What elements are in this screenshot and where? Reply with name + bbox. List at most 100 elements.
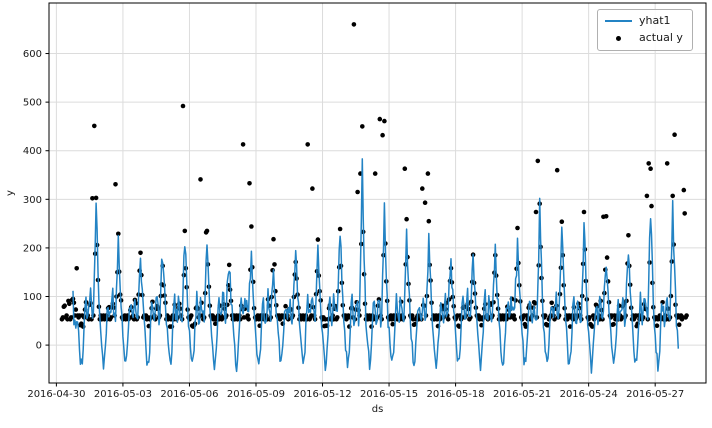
actual-y-point: [626, 233, 631, 238]
actual-y-point: [271, 236, 276, 242]
actual-y-point: [240, 142, 246, 147]
actual-y-point: [654, 323, 660, 329]
actual-y-point: [604, 255, 610, 260]
actual-y-point: [535, 158, 541, 164]
actual-y-point: [337, 226, 343, 232]
actual-y-point: [360, 124, 365, 129]
actual-y-point: [664, 161, 670, 166]
x-tick-label: 2016-05-15: [360, 389, 418, 400]
legend-swatch: [605, 20, 632, 22]
x-axis-label: ds: [372, 404, 384, 415]
y-tick-label: 200: [23, 243, 42, 254]
actual-y-point: [182, 228, 188, 234]
y-tick-label: 100: [23, 292, 42, 303]
actual-y-point: [559, 219, 565, 224]
actual-y-point: [283, 303, 288, 309]
actual-y-point: [310, 186, 315, 191]
x-tick-label: 2016-05-24: [560, 389, 618, 400]
x-tick-label: 2016-05-12: [293, 389, 351, 400]
actual-y-point: [90, 196, 95, 201]
actual-y-point: [587, 315, 592, 320]
actual-y-point: [611, 321, 616, 327]
actual-y-point: [648, 166, 653, 171]
actual-y-point: [189, 313, 194, 318]
actual-y-point: [523, 324, 529, 329]
y-axis-label: y: [5, 190, 16, 196]
x-tick-label: 2016-05-09: [227, 389, 285, 400]
actual-y-point: [390, 321, 396, 327]
dot-sample-icon: [616, 35, 621, 41]
actual-y-point: [305, 142, 311, 147]
actual-y-point: [402, 166, 408, 171]
actual-y-point: [93, 195, 99, 201]
actual-y-point: [62, 303, 67, 309]
legend-label-yhat1: yhat1: [639, 14, 671, 27]
actual-y-point: [198, 177, 203, 182]
actual-y-point: [355, 189, 360, 195]
actual-y-point: [138, 250, 143, 256]
actual-y-point: [676, 322, 682, 328]
legend-item-actual-y: actual y: [605, 31, 683, 45]
legend-swatch: [605, 35, 632, 41]
actual-y-point: [646, 161, 651, 166]
actual-y-point: [372, 171, 378, 176]
actual-y-point: [684, 313, 689, 318]
y-tick-label: 300: [23, 195, 42, 206]
actual-y-point: [532, 301, 538, 306]
actual-y-point: [315, 237, 321, 242]
actual-y-point: [542, 313, 548, 318]
actual-y-point: [74, 266, 79, 271]
actual-y-point: [64, 313, 69, 318]
actual-y-point: [73, 307, 79, 312]
actual-y-point: [649, 203, 654, 209]
actual-y-point: [644, 193, 650, 199]
x-tick-label: 2016-05-27: [626, 389, 684, 400]
actual-y-point: [512, 317, 517, 322]
actual-y-point: [479, 322, 484, 328]
actual-y-point: [92, 123, 97, 129]
actual-y-point: [67, 301, 72, 307]
legend-item-yhat1: yhat1: [605, 14, 683, 28]
actual-y-point: [581, 209, 587, 215]
actual-y-point: [351, 22, 357, 27]
y-tick-label: 600: [23, 49, 42, 60]
actual-y-point: [404, 216, 409, 222]
actual-y-point: [180, 103, 186, 109]
actual-y-point: [511, 313, 517, 318]
actual-y-point: [116, 231, 121, 237]
actual-y-point: [549, 300, 554, 306]
actual-y-point: [567, 324, 573, 329]
actual-y-point: [670, 193, 675, 199]
legend: yhat1 actual y: [597, 9, 693, 51]
actual-y-point: [426, 218, 432, 224]
actual-y-point: [335, 315, 340, 320]
actual-y-point: [382, 118, 387, 124]
x-tick-label: 2016-05-06: [160, 389, 218, 400]
actual-y-point: [113, 182, 118, 187]
actual-y-point: [68, 315, 74, 320]
actual-y-point: [445, 317, 451, 322]
actual-y-point: [681, 187, 687, 193]
actual-y-point: [420, 186, 425, 191]
actual-y-point: [204, 228, 210, 234]
actual-y-point: [425, 171, 431, 176]
actual-y-point: [590, 324, 595, 329]
plot-border: [48, 2, 707, 384]
x-tick-label: 2016-05-18: [427, 389, 485, 400]
actual-y-point: [672, 132, 677, 137]
actual-y-point: [409, 313, 415, 318]
actual-y-point: [213, 321, 218, 327]
y-tick-label: 400: [23, 146, 42, 157]
x-tick-label: 2016-04-30: [27, 389, 85, 400]
actual-y-point: [247, 181, 252, 186]
actual-y-point: [380, 132, 385, 138]
x-tick-label: 2016-05-21: [493, 389, 551, 400]
yhat1-line: [72, 158, 680, 374]
actual-y-point: [377, 116, 383, 122]
actual-y-point: [272, 262, 277, 267]
actual-y-point: [603, 214, 609, 219]
actual-y-point: [554, 167, 560, 173]
x-tick-label: 2016-05-03: [94, 389, 152, 400]
actual-y-point: [249, 224, 254, 229]
